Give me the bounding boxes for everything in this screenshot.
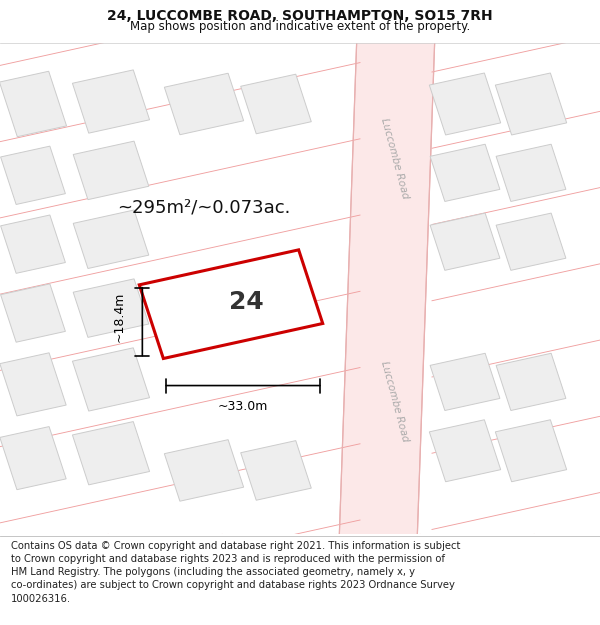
Polygon shape [339,32,435,544]
Polygon shape [496,213,566,271]
Polygon shape [73,210,149,269]
Polygon shape [430,73,500,135]
Polygon shape [164,73,244,135]
Text: Luccombe Road: Luccombe Road [379,117,410,199]
Polygon shape [0,352,66,416]
Text: 24: 24 [229,290,263,314]
Text: ~295m²/~0.073ac.: ~295m²/~0.073ac. [118,198,290,216]
Polygon shape [430,213,500,271]
Polygon shape [0,427,66,489]
Polygon shape [496,353,566,411]
Text: Luccombe Road: Luccombe Road [379,360,410,443]
Polygon shape [430,420,500,482]
Polygon shape [496,420,566,482]
Polygon shape [1,284,65,342]
Polygon shape [496,144,566,201]
Polygon shape [430,144,500,201]
Text: ~18.4m: ~18.4m [113,292,126,342]
Text: 24, LUCCOMBE ROAD, SOUTHAMPTON, SO15 7RH: 24, LUCCOMBE ROAD, SOUTHAMPTON, SO15 7RH [107,9,493,23]
Polygon shape [1,146,65,204]
Polygon shape [73,141,149,199]
Polygon shape [73,422,149,485]
Polygon shape [496,73,566,135]
Polygon shape [1,215,65,273]
Text: Contains OS data © Crown copyright and database right 2021. This information is : Contains OS data © Crown copyright and d… [11,541,460,604]
Polygon shape [241,441,311,500]
Text: ~33.0m: ~33.0m [218,400,268,412]
Polygon shape [430,353,500,411]
Polygon shape [164,439,244,501]
Polygon shape [73,70,149,133]
Text: Map shows position and indicative extent of the property.: Map shows position and indicative extent… [130,20,470,33]
Polygon shape [139,250,323,359]
Polygon shape [241,74,311,134]
Polygon shape [73,348,149,411]
Polygon shape [73,279,149,338]
Polygon shape [0,71,67,137]
